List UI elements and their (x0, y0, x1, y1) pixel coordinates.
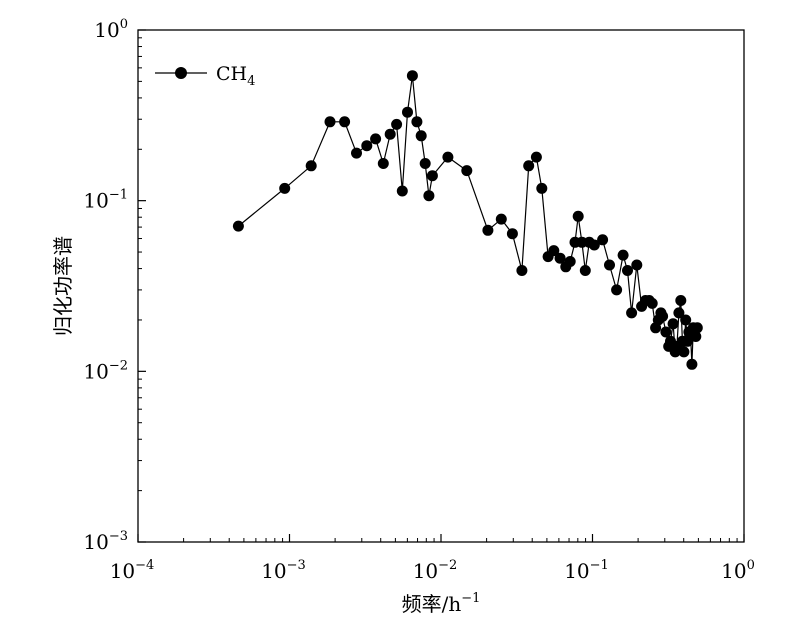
y-tick-label-base: 10 (94, 18, 119, 42)
data-point (506, 228, 518, 240)
data-point (377, 158, 389, 169)
x-tick-label-exponent: 0 (747, 558, 755, 573)
data-point (691, 322, 703, 334)
y-tick-label: 10−2 (83, 358, 128, 383)
data-point (426, 170, 438, 182)
series-line-group (238, 75, 698, 365)
x-tick-label-exponent: −2 (438, 558, 457, 573)
data-point (631, 259, 643, 271)
data-point (660, 326, 672, 338)
data-point (523, 160, 535, 172)
x-tick-label: 10−4 (110, 558, 155, 583)
x-tick-label: 10−3 (261, 558, 306, 583)
data-point (617, 249, 629, 261)
data-point (588, 239, 600, 251)
x-axis-label-exponent: −1 (461, 591, 480, 606)
data-point (686, 358, 698, 370)
x-tick-label-base: 10 (413, 559, 438, 583)
data-point (402, 106, 413, 118)
x-tick-label: 100 (721, 558, 755, 583)
legend-series-subscript: 4 (247, 74, 255, 89)
x-tick-label-base: 10 (721, 559, 746, 583)
x-tick-label-exponent: −4 (135, 558, 154, 573)
series-line (238, 75, 698, 365)
data-point (657, 310, 669, 322)
legend-marker (175, 67, 187, 79)
y-tick-label-base: 10 (83, 530, 108, 554)
y-tick-label-exponent: −3 (109, 529, 128, 544)
y-tick-label: 100 (94, 17, 128, 42)
data-point (579, 265, 591, 276)
data-point (406, 70, 418, 82)
data-point (370, 133, 382, 145)
data-point (604, 259, 615, 271)
data-point (495, 213, 507, 225)
data-point (516, 265, 528, 276)
x-axis-ticks: 10−4 10−3 10−2 10−1 100 (110, 534, 755, 583)
data-point (597, 234, 609, 246)
data-point (536, 182, 548, 194)
x-tick-label-base: 10 (261, 559, 286, 583)
data-point (384, 128, 396, 140)
data-point (646, 297, 658, 309)
x-tick-label-base: 10 (564, 559, 589, 583)
data-point (423, 190, 435, 202)
data-point (680, 314, 692, 326)
data-point (564, 256, 576, 267)
x-tick-label: 10−1 (564, 558, 609, 583)
data-point (419, 158, 431, 169)
data-point (396, 185, 408, 197)
y-tick-label: 10−1 (83, 188, 128, 213)
data-point (611, 284, 623, 296)
legend: CH4 (155, 63, 255, 89)
data-point (626, 307, 638, 319)
data-point (675, 295, 687, 306)
data-point (411, 116, 423, 128)
y-tick-label-base: 10 (83, 359, 108, 383)
y-axis-label: 归化功率谱 (51, 236, 75, 336)
x-axis-label-text: 频率/h (402, 592, 462, 616)
legend-series-name: CH (216, 63, 247, 85)
plot-frame (137, 29, 745, 543)
data-point (690, 331, 702, 342)
y-tick-label-base: 10 (83, 189, 108, 213)
x-tick-label: 10−2 (413, 558, 458, 583)
data-point (351, 147, 362, 159)
data-point (678, 346, 690, 358)
x-tick-label-base: 10 (110, 559, 135, 583)
series-points-group (232, 70, 703, 370)
x-axis-label: 频率/h−1 (402, 591, 481, 616)
data-point (461, 165, 473, 177)
data-point (673, 307, 685, 319)
legend-label: CH4 (216, 63, 255, 89)
data-point (530, 151, 542, 163)
y-tick-label-exponent: −2 (109, 358, 128, 373)
data-point (622, 265, 633, 276)
x-tick-label-exponent: −1 (590, 558, 609, 573)
data-point (667, 318, 679, 330)
data-point (415, 130, 427, 142)
data-point (548, 245, 560, 257)
data-point (324, 116, 336, 128)
y-tick-label: 10−3 (83, 529, 128, 554)
data-point (232, 220, 244, 232)
data-point (482, 224, 494, 236)
data-point (361, 140, 373, 152)
data-point (279, 182, 291, 194)
y-tick-label-exponent: −1 (109, 188, 128, 203)
data-point (572, 210, 584, 222)
data-point (339, 116, 351, 128)
data-point (391, 118, 403, 130)
x-tick-label-exponent: −3 (287, 558, 306, 573)
data-point (442, 151, 454, 163)
data-point (554, 252, 566, 264)
data-point (305, 160, 317, 172)
y-tick-label-exponent: 0 (120, 17, 128, 32)
